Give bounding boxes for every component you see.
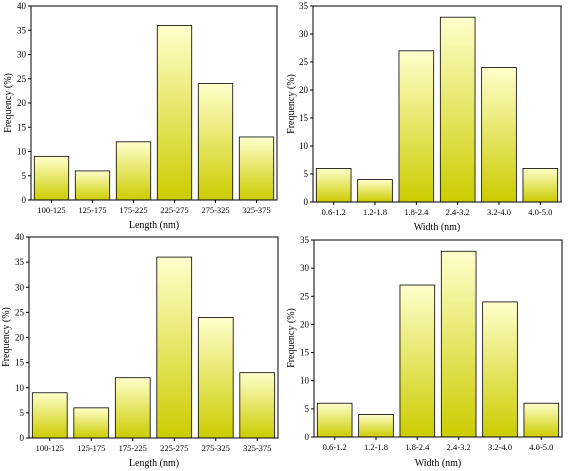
bar-1.2-1.8 bbox=[357, 179, 393, 203]
bar-3.2-4.0 bbox=[481, 67, 517, 203]
chart-length-bottom: Frequency (%) Length (nm) 0 5 10 15 20 25 30 35… bbox=[1, 232, 279, 469]
bar-100-125 bbox=[33, 155, 70, 201]
x-tick-label: 1.2-1.8 bbox=[364, 442, 388, 452]
xlabel: Length (nm) bbox=[129, 458, 179, 469]
y-tick-label: 15 bbox=[299, 113, 309, 123]
y-tick-label: 35 bbox=[15, 257, 25, 267]
xlabel: Length (nm) bbox=[129, 220, 179, 231]
x-tick-label: 275-325 bbox=[201, 205, 229, 215]
y-tick-label: 35 bbox=[299, 1, 309, 11]
y-tick-label: 10 bbox=[17, 147, 27, 157]
y-tick-label: 0 bbox=[304, 197, 309, 207]
y-tick-label: 20 bbox=[300, 319, 310, 329]
x-tick-label: 2.4-3.2 bbox=[446, 207, 470, 217]
y-tick-label: 10 bbox=[300, 376, 310, 386]
x-tick-label: 325-375 bbox=[242, 205, 270, 215]
bar-1.2-1.8 bbox=[358, 414, 394, 438]
x-tick-label: 1.2-1.8 bbox=[363, 207, 387, 217]
bar-275-325 bbox=[197, 83, 234, 201]
y-tick-label: 25 bbox=[300, 291, 310, 301]
bar-225-275 bbox=[156, 24, 193, 201]
x-tick-label: 125-175 bbox=[78, 205, 106, 215]
y-tick-label: 25 bbox=[15, 307, 25, 317]
x-tick-label: 100-125 bbox=[37, 205, 65, 215]
x-tick-label: 4.0-5.0 bbox=[528, 207, 552, 217]
x-tick-label: 1.8-2.4 bbox=[405, 442, 430, 452]
bar-325-375 bbox=[239, 372, 276, 439]
x-tick-label: 2.4-3.2 bbox=[447, 442, 471, 452]
y-tick-label: 10 bbox=[299, 141, 309, 151]
y-tick-label: 0 bbox=[20, 433, 25, 443]
y-tick-label: 35 bbox=[17, 25, 27, 35]
bar-2.4-3.2 bbox=[439, 16, 476, 203]
y-tick-label: 0 bbox=[22, 195, 27, 205]
y-tick-label: 5 bbox=[305, 404, 310, 414]
x-tick-label: 225-275 bbox=[160, 443, 188, 453]
y-tick-label: 35 bbox=[300, 235, 310, 245]
y-tick-label: 40 bbox=[17, 1, 27, 11]
chart-length-top: Frequency (%) Length (nm) 0 5 10 15 20 25 30 35… bbox=[3, 1, 278, 231]
ylabel: Frequency (%) bbox=[286, 74, 297, 134]
bar-100-125 bbox=[31, 392, 68, 439]
chart-width-top: Frequency (%) Width (nm) 0 5 10 15 20 25 30 35 0… bbox=[286, 1, 562, 233]
y-tick-label: 25 bbox=[299, 57, 309, 67]
x-tick-label: 0.6-1.2 bbox=[323, 442, 347, 452]
x-tick-label: 125-175 bbox=[77, 443, 105, 453]
x-tick-label: 0.6-1.2 bbox=[322, 207, 346, 217]
y-tick-label: 15 bbox=[15, 358, 25, 368]
ylabel: Frequency (%) bbox=[1, 307, 12, 367]
bar-1.8-2.4 bbox=[398, 50, 435, 203]
x-tick-label: 100-125 bbox=[36, 443, 64, 453]
y-tick-label: 5 bbox=[20, 408, 25, 418]
y-tick-label: 30 bbox=[299, 29, 309, 39]
chart-width-bottom: Frequency (%) Width (nm) 0 5 10 15 20 25 30 35 0… bbox=[286, 235, 563, 469]
x-tick-label: 175-225 bbox=[119, 443, 147, 453]
plot-frame bbox=[312, 5, 562, 203]
y-tick-label: 20 bbox=[299, 85, 309, 95]
bar-0.6-1.2 bbox=[315, 167, 352, 203]
ylabel: Frequency (%) bbox=[3, 73, 14, 133]
xlabel: Width (nm) bbox=[414, 222, 461, 233]
bar-125-175 bbox=[74, 170, 111, 201]
y-tick-label: 0 bbox=[305, 432, 310, 442]
y-tick-label: 5 bbox=[304, 169, 309, 179]
x-tick-label: 175-225 bbox=[119, 205, 147, 215]
x-tick-label: 275-325 bbox=[202, 443, 230, 453]
y-tick-label: 10 bbox=[15, 383, 25, 393]
y-tick-label: 25 bbox=[17, 74, 27, 84]
y-tick-label: 5 bbox=[22, 171, 27, 181]
bar-125-175 bbox=[73, 407, 110, 439]
x-tick-label: 3.2-4.0 bbox=[488, 442, 512, 452]
bar-3.2-4.0 bbox=[482, 301, 518, 438]
x-tick-label: 1.8-2.4 bbox=[404, 207, 429, 217]
x-tick-label: 325-375 bbox=[243, 443, 271, 453]
bar-275-325 bbox=[197, 316, 234, 439]
y-tick-label: 20 bbox=[15, 333, 25, 343]
bar-325-375 bbox=[238, 136, 275, 201]
bar-4.0-5.0 bbox=[522, 167, 559, 203]
bar-175-225 bbox=[114, 377, 151, 439]
bar-175-225 bbox=[115, 141, 152, 201]
x-tick-label: 225-275 bbox=[160, 205, 188, 215]
plot-frame bbox=[313, 239, 563, 438]
x-tick-label: 3.2-4.0 bbox=[487, 207, 511, 217]
bar-0.6-1.2 bbox=[316, 402, 353, 438]
bar-225-275 bbox=[156, 256, 193, 439]
x-tick-label: 4.0-5.0 bbox=[529, 442, 553, 452]
y-tick-label: 40 bbox=[15, 232, 25, 242]
bar-2.4-3.2 bbox=[440, 250, 477, 438]
bar-4.0-5.0 bbox=[523, 402, 560, 438]
bar-1.8-2.4 bbox=[399, 284, 436, 438]
y-tick-label: 30 bbox=[300, 263, 310, 273]
y-tick-label: 20 bbox=[17, 98, 27, 108]
xlabel: Width (nm) bbox=[415, 458, 462, 469]
y-tick-label: 15 bbox=[17, 122, 27, 132]
y-tick-label: 15 bbox=[300, 348, 310, 358]
y-tick-label: 30 bbox=[15, 282, 25, 292]
y-tick-label: 30 bbox=[17, 50, 27, 60]
ylabel: Frequency (%) bbox=[286, 308, 297, 368]
